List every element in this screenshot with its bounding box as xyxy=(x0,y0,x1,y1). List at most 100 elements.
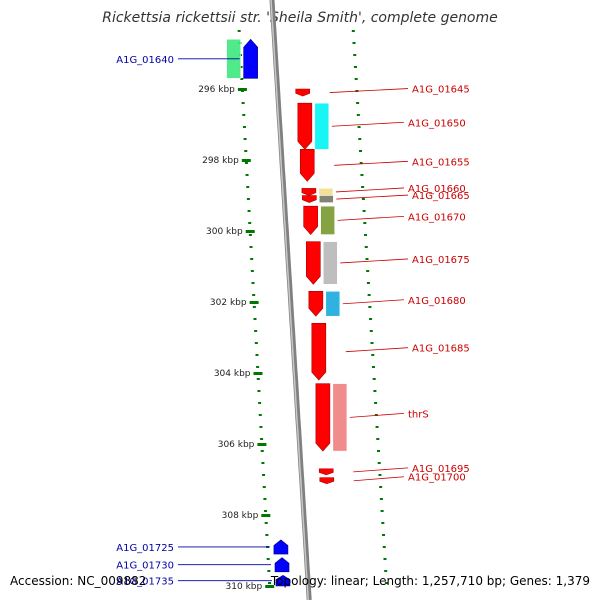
ruler-dot-right xyxy=(384,582,388,584)
ruler-dot-left xyxy=(254,342,258,344)
ruler-dot-right xyxy=(376,438,380,440)
ruler-dot-right xyxy=(362,210,366,212)
gene-label: A1G_01700 xyxy=(408,473,466,484)
ruler-dot-right xyxy=(375,426,379,428)
ruler-dot-left xyxy=(237,30,241,32)
scale-tick xyxy=(249,301,259,304)
gene-label-leader xyxy=(335,187,405,193)
ruler-dot-left xyxy=(244,150,248,152)
scale-tick-label: 306 kbp xyxy=(218,440,255,450)
ruler-dot-right xyxy=(354,78,358,80)
ruler-dot-left xyxy=(250,270,254,272)
ruler-dot-right xyxy=(377,462,381,464)
gene-label: A1G_01665 xyxy=(412,191,470,202)
ruler-dot-left xyxy=(259,426,263,428)
scale-tick xyxy=(237,88,247,91)
gene-label-leader xyxy=(353,467,409,473)
ruler-dot-right xyxy=(383,558,387,560)
gene-label-leader xyxy=(331,121,405,127)
gene-arrow xyxy=(306,241,321,285)
ruler-dot-right xyxy=(371,354,375,356)
ruler-dot-right xyxy=(370,342,374,344)
gene-label-leader xyxy=(336,194,409,200)
gene-label-leader xyxy=(337,215,405,221)
ruler-dot-right xyxy=(356,102,360,104)
ruler-dot-right xyxy=(369,330,373,332)
ruler-dot-left xyxy=(257,390,261,392)
genome-summary-label: Topology: linear; Length: 1,257,710 bp; … xyxy=(270,574,590,588)
ruler-dot-right xyxy=(382,546,386,548)
ruler-dot-left xyxy=(240,78,244,80)
cds-feature-box xyxy=(320,205,335,235)
ruler-dot-left xyxy=(252,306,256,308)
ruler-dot-right xyxy=(378,474,382,476)
gene-label-leader xyxy=(334,160,409,166)
cds-feature-box xyxy=(325,291,341,317)
ruler-dot-left xyxy=(260,438,264,440)
gene-label-leader xyxy=(329,88,409,93)
scale-tick xyxy=(245,230,255,233)
gene-arrow xyxy=(273,539,289,555)
ruler-dot-right xyxy=(351,30,355,32)
gene-label: thrS xyxy=(408,409,429,420)
gene-label: A1G_01650 xyxy=(408,118,466,129)
accession-label: Accession: NC_009882 xyxy=(10,574,147,588)
ruler-dot-left xyxy=(246,186,250,188)
gene-label: A1G_01730 xyxy=(116,561,174,572)
genome-title: Rickettsia rickettsii str. 'Sheila Smith… xyxy=(102,10,498,26)
gene-label: A1G_01725 xyxy=(116,543,174,554)
ruler-dot-left xyxy=(242,114,246,116)
ruler-dot-right xyxy=(373,390,377,392)
ruler-dot-left xyxy=(241,102,245,104)
scale-tick-label: 298 kbp xyxy=(202,156,239,166)
gene-arrow xyxy=(297,102,313,150)
ruler-dot-left xyxy=(258,402,262,404)
genome-backbone xyxy=(269,0,312,600)
ruler-dot-right xyxy=(366,282,370,284)
ruler-dot-left xyxy=(246,198,250,200)
gene-label: A1G_01680 xyxy=(408,296,466,307)
ruler-dot-right xyxy=(360,174,364,176)
ruler-dot-right xyxy=(377,450,380,452)
gene-label-leader xyxy=(353,476,405,482)
scale-tick-label: 300 kbp xyxy=(206,227,243,237)
ruler-dot-left xyxy=(253,318,257,320)
ruler-dot-right xyxy=(368,306,372,308)
scale-tick xyxy=(265,585,275,588)
ruler-dot-right xyxy=(364,234,368,236)
gene-arrow xyxy=(295,88,311,97)
cds-feature-box xyxy=(318,188,334,196)
ruler-dot-left xyxy=(243,138,247,140)
ruler-dot-right xyxy=(358,138,362,140)
ruler-dot-right xyxy=(367,294,371,296)
gene-label-leader xyxy=(345,347,409,353)
cds-feature-box xyxy=(319,195,334,203)
ruler-dot-left xyxy=(266,558,270,560)
ruler-dot-left xyxy=(265,534,269,536)
ruler-dot-left xyxy=(239,66,243,68)
ruler-dot-left xyxy=(260,450,264,452)
ruler-dot-left xyxy=(256,366,260,368)
gene-label-leader xyxy=(340,258,409,264)
scale-tick xyxy=(241,159,251,162)
gene-label: A1G_01640 xyxy=(116,55,174,66)
gene-arrow xyxy=(274,557,290,573)
ruler-dot-right xyxy=(361,198,365,200)
cds-feature-box xyxy=(332,383,348,452)
ruler-dot-right xyxy=(374,402,378,404)
cds-feature-box xyxy=(323,241,338,285)
ruler-dot-right xyxy=(366,270,370,272)
ruler-dot-right xyxy=(359,150,362,152)
scale-tick xyxy=(261,514,271,517)
ruler-dot-right xyxy=(380,510,384,512)
gene-label: A1G_01645 xyxy=(412,85,470,96)
genome-backbone-highlight xyxy=(270,0,309,600)
ruler-dot-right xyxy=(359,162,363,164)
ruler-dot-left xyxy=(263,498,267,500)
scale-tick-label: 310 kbp xyxy=(226,582,263,592)
gene-label-leader xyxy=(349,412,405,418)
ruler-dot-left xyxy=(250,258,254,260)
ruler-dot-right xyxy=(363,222,367,224)
ruler-dot-left xyxy=(264,510,268,512)
